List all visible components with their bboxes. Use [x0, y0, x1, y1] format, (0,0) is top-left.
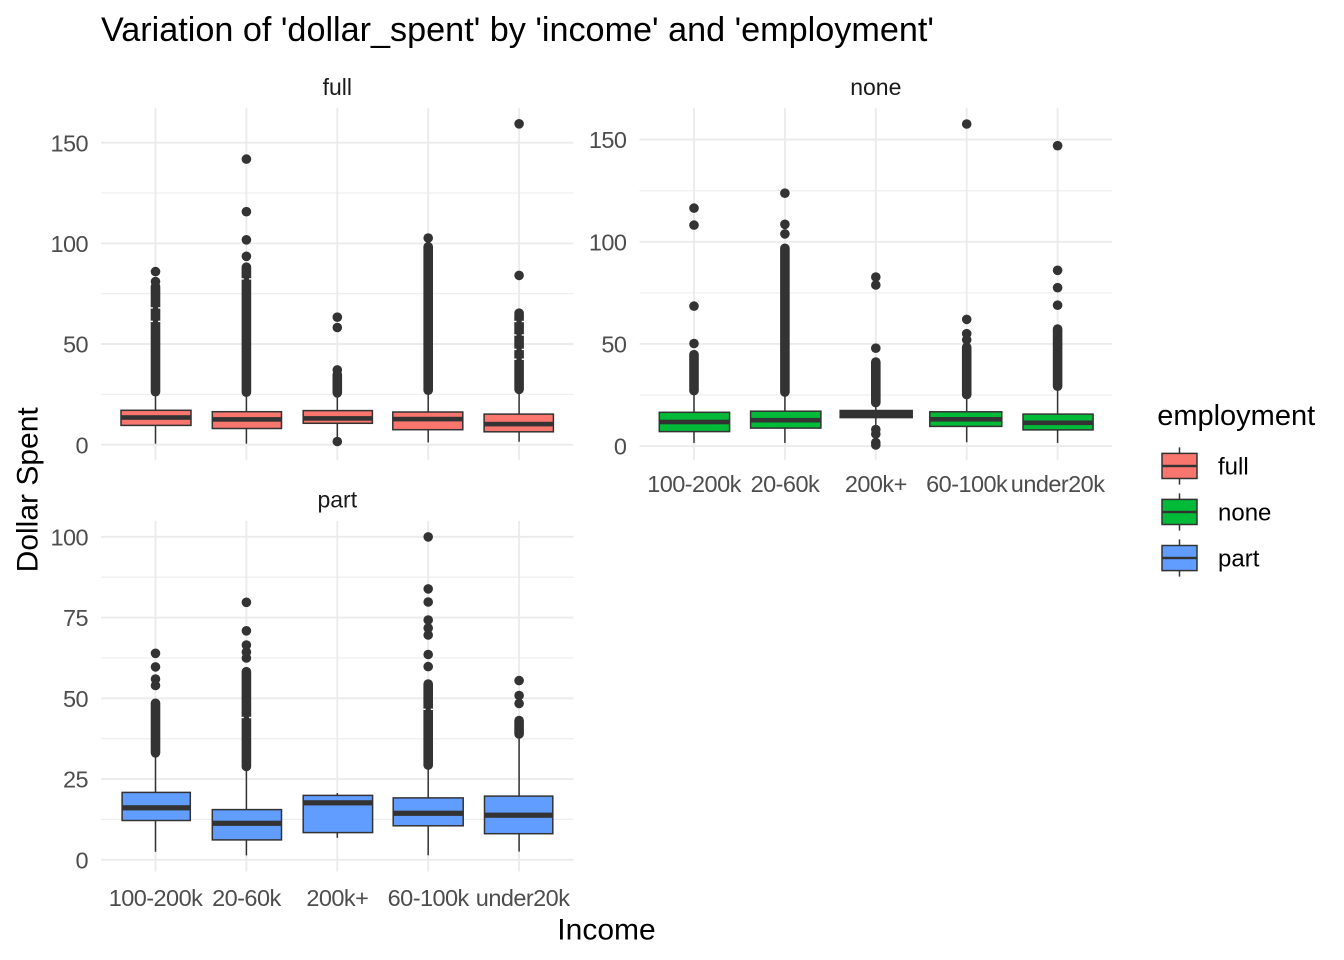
svg-text:none: none: [1218, 500, 1271, 527]
svg-text:0: 0: [75, 847, 88, 873]
svg-text:100-200k: 100-200k: [109, 885, 203, 911]
svg-text:part: part: [317, 487, 357, 513]
svg-text:100: 100: [589, 229, 627, 255]
svg-text:20-60k: 20-60k: [751, 471, 820, 497]
svg-text:50: 50: [601, 332, 627, 358]
svg-text:200k+: 200k+: [306, 885, 368, 911]
svg-text:Dollar Spent: Dollar Spent: [12, 407, 45, 573]
svg-text:part: part: [1218, 546, 1260, 573]
svg-text:50: 50: [63, 332, 89, 358]
svg-text:60-100k: 60-100k: [388, 885, 470, 911]
svg-text:0: 0: [614, 434, 627, 460]
svg-text:150: 150: [589, 127, 627, 153]
svg-text:Variation of 'dollar_spent' by: Variation of 'dollar_spent' by 'income' …: [101, 11, 934, 49]
svg-text:75: 75: [63, 605, 89, 631]
svg-text:under20k: under20k: [476, 885, 570, 911]
svg-text:under20k: under20k: [1011, 471, 1105, 497]
svg-text:200k+: 200k+: [845, 471, 907, 497]
svg-text:50: 50: [63, 686, 89, 712]
svg-text:full: full: [1218, 454, 1249, 481]
svg-text:employment: employment: [1157, 400, 1315, 432]
svg-text:0: 0: [75, 432, 88, 458]
svg-text:full: full: [323, 74, 352, 100]
svg-text:100-200k: 100-200k: [647, 471, 741, 497]
svg-text:100: 100: [50, 524, 88, 550]
svg-text:25: 25: [63, 767, 89, 793]
svg-text:Income: Income: [557, 913, 655, 946]
svg-text:20-60k: 20-60k: [212, 885, 281, 911]
svg-text:none: none: [850, 74, 901, 100]
svg-text:150: 150: [50, 130, 88, 156]
svg-text:60-100k: 60-100k: [926, 471, 1008, 497]
svg-text:100: 100: [50, 231, 88, 257]
